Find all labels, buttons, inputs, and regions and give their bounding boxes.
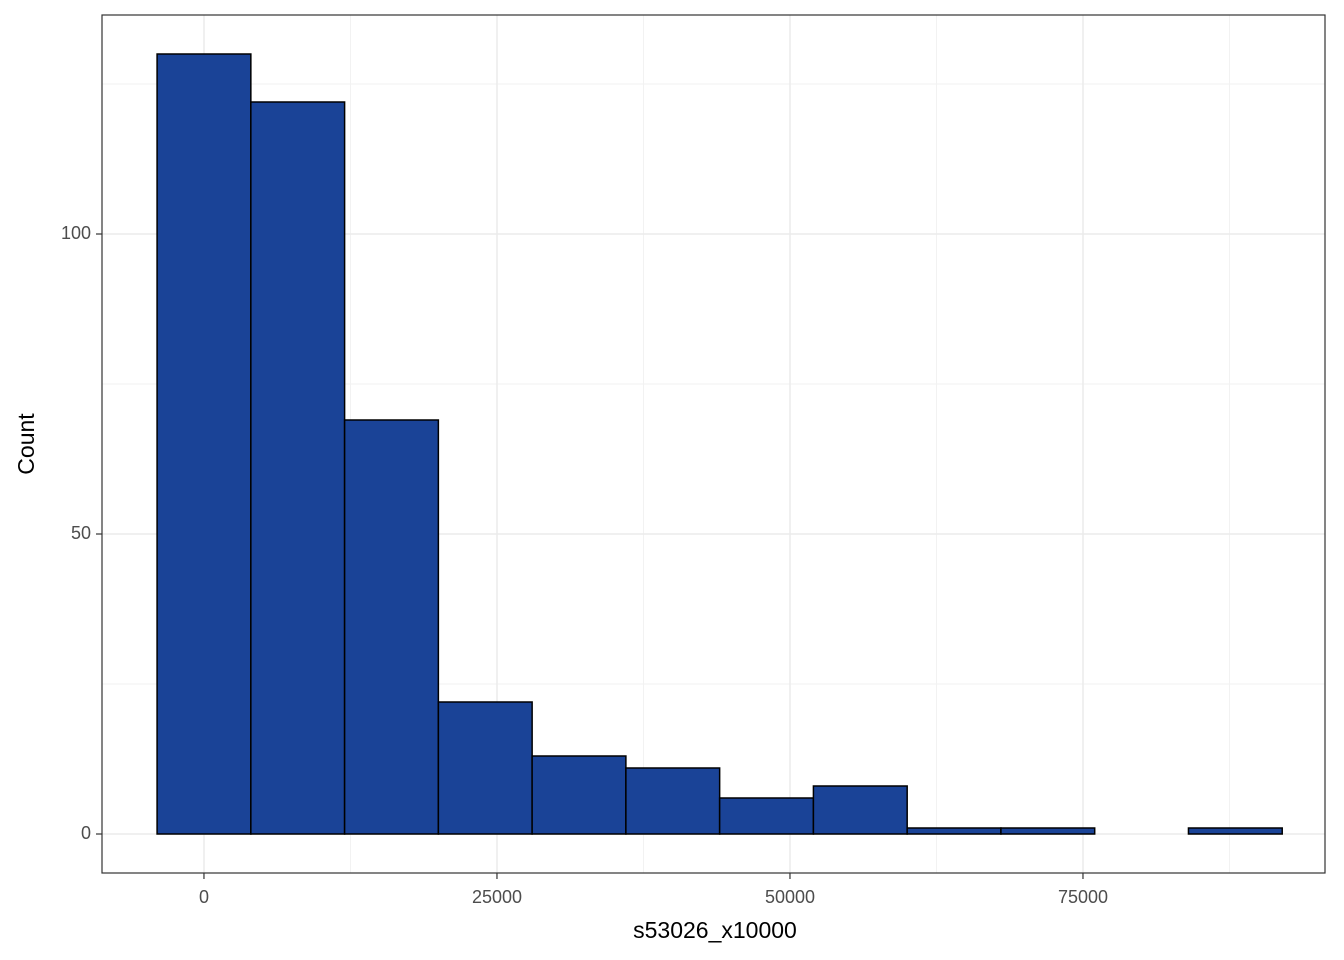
panel-border [101, 14, 1326, 874]
y-tick-label: 50 [71, 523, 91, 543]
bar [437, 701, 533, 835]
y-axis-title: Count [13, 413, 39, 475]
bar [156, 53, 252, 835]
bar [250, 101, 346, 835]
bar [812, 785, 908, 835]
y-tick-label: 0 [81, 823, 91, 843]
x-tick-label: 0 [199, 887, 209, 907]
bar [1187, 827, 1283, 835]
x-tick-label: 25000 [472, 887, 522, 907]
x-tick-label: 50000 [765, 887, 815, 907]
x-axis-title: s53026_x10000 [633, 917, 797, 943]
bar [1000, 827, 1096, 835]
bar [531, 755, 627, 835]
x-tick-label: 75000 [1058, 887, 1108, 907]
bar [343, 419, 440, 835]
bar [906, 827, 1002, 835]
y-tick-label: 100 [61, 223, 91, 243]
bar [718, 797, 815, 835]
bar [625, 767, 721, 835]
